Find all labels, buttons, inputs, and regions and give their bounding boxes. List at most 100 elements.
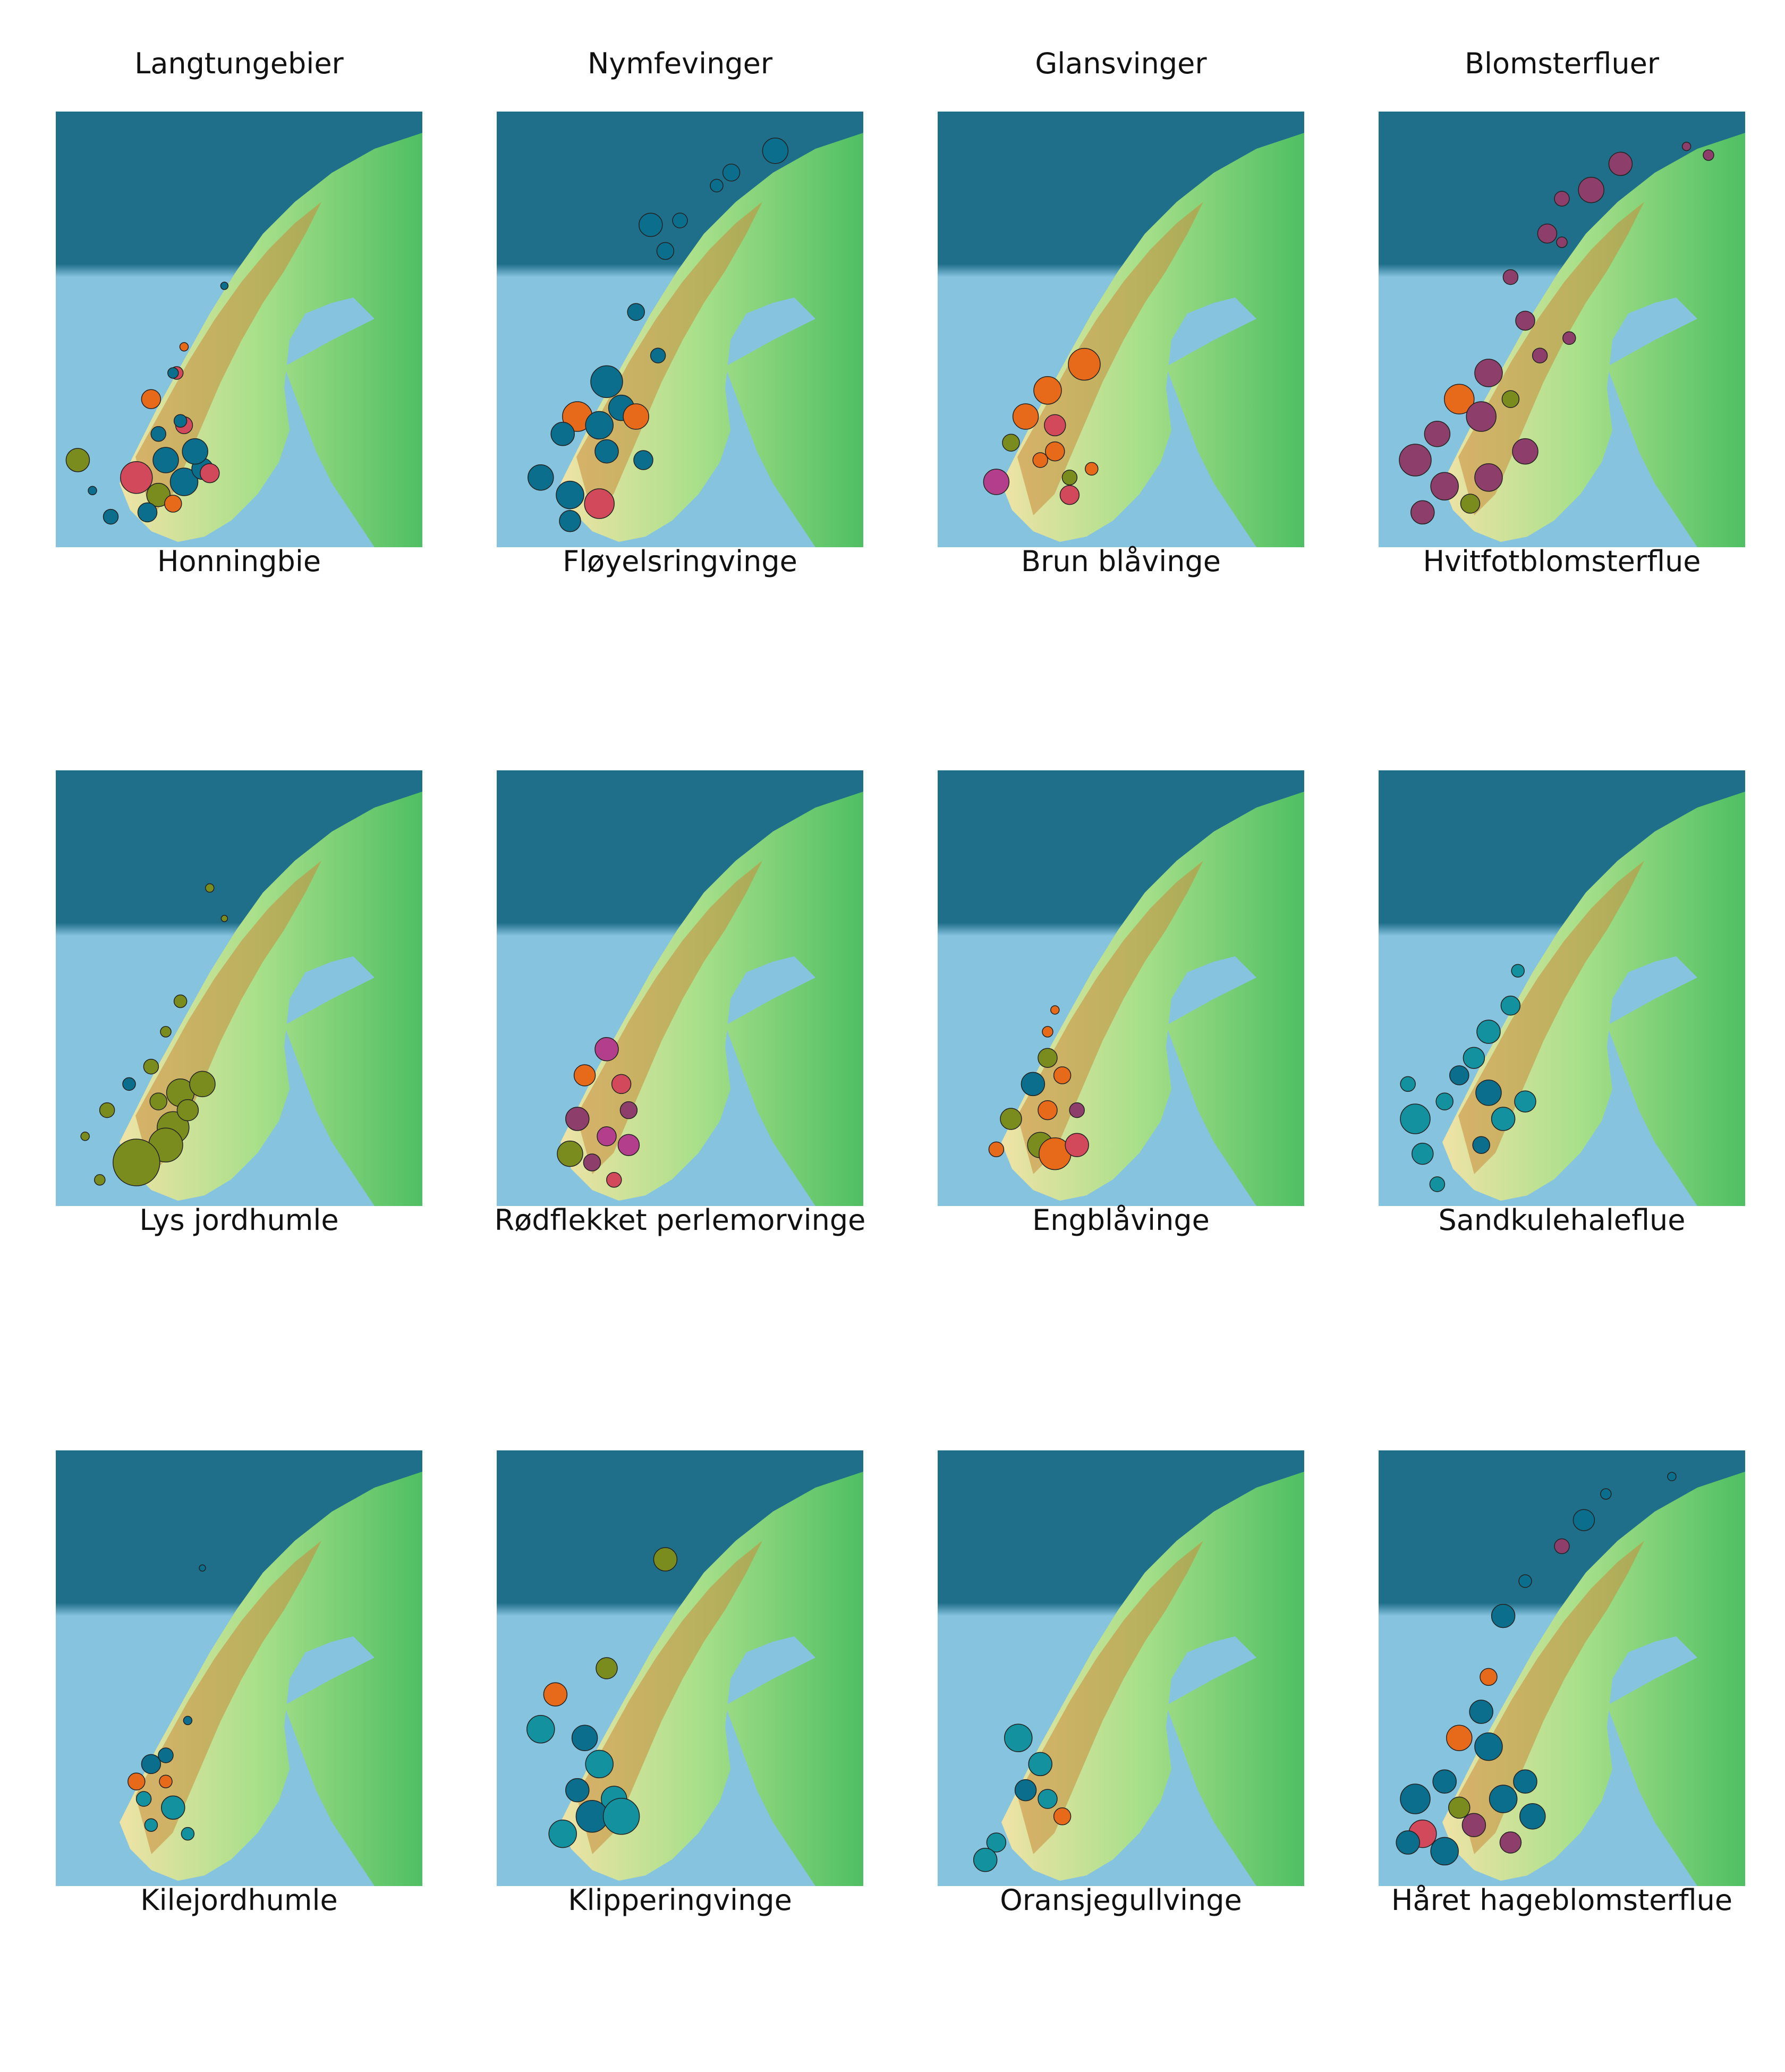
observation-marker — [88, 486, 97, 496]
observation-marker — [1424, 421, 1451, 447]
map-panel-3 — [1379, 112, 1745, 547]
column-title-2: Glansvinger — [1035, 47, 1207, 80]
map-panel-5 — [497, 770, 863, 1206]
species-label-4: Lys jordhumle — [139, 1203, 339, 1237]
observation-marker — [1432, 1769, 1457, 1794]
observation-marker — [158, 1747, 174, 1763]
observation-marker — [1069, 1102, 1085, 1118]
observation-marker — [152, 447, 179, 473]
observation-marker — [173, 414, 188, 428]
observation-marker — [1460, 494, 1481, 514]
observation-marker — [169, 468, 199, 496]
map-panel-11 — [1379, 1450, 1745, 1886]
observation-marker — [1600, 1488, 1612, 1500]
observation-marker — [103, 508, 119, 525]
observation-marker — [1000, 1108, 1022, 1130]
observation-marker — [584, 488, 615, 519]
observation-marker — [164, 495, 182, 513]
observation-marker — [1429, 1176, 1446, 1192]
observation-marker — [1608, 151, 1633, 176]
map-panel-9 — [497, 1450, 863, 1886]
observation-marker — [619, 1101, 638, 1119]
observation-marker — [80, 1132, 90, 1141]
observation-marker — [159, 1774, 173, 1788]
observation-marker — [1512, 438, 1538, 465]
map-panel-10 — [938, 1450, 1304, 1886]
observation-marker — [594, 1037, 619, 1062]
observation-marker — [1502, 269, 1519, 285]
land-area — [560, 1472, 863, 1886]
observation-marker — [1065, 1133, 1089, 1157]
observation-marker — [173, 994, 188, 1008]
observation-marker — [585, 1750, 614, 1779]
observation-marker — [1472, 1136, 1490, 1154]
mountain-area — [1017, 1541, 1203, 1854]
observation-marker — [1448, 1796, 1470, 1819]
observation-marker — [143, 1058, 159, 1075]
mountain-area — [135, 1541, 321, 1854]
observation-marker — [596, 1657, 618, 1679]
observation-marker — [1002, 434, 1020, 452]
observation-marker — [113, 1139, 160, 1186]
observation-marker — [1045, 441, 1065, 462]
observation-marker — [141, 1754, 162, 1774]
map-panel-2 — [938, 112, 1304, 547]
species-label-9: Klipperingvinge — [568, 1883, 792, 1917]
species-label-3: Hvitfotblomsterflue — [1423, 545, 1701, 578]
mountain-area — [576, 861, 762, 1174]
observation-marker — [1501, 390, 1520, 408]
species-label-7: Sandkulehaleflue — [1438, 1203, 1686, 1237]
observation-marker — [1400, 1076, 1416, 1092]
observation-marker — [633, 450, 653, 470]
observation-marker — [1444, 384, 1475, 414]
mountain-area — [1017, 202, 1203, 515]
observation-marker — [1399, 444, 1432, 477]
observation-marker — [710, 179, 724, 193]
observation-marker — [183, 1716, 193, 1726]
map-8 — [56, 1450, 422, 1886]
observation-marker — [1038, 1100, 1058, 1120]
observation-marker — [1578, 176, 1604, 203]
observation-marker — [1480, 1668, 1498, 1686]
observation-marker — [623, 403, 649, 430]
mountain-area — [576, 202, 762, 515]
observation-marker — [1532, 347, 1548, 363]
map-panel-7 — [1379, 770, 1745, 1206]
observation-marker — [1449, 1065, 1469, 1085]
observation-marker — [1446, 1725, 1473, 1751]
observation-marker — [1068, 347, 1101, 381]
observation-marker — [602, 1798, 640, 1835]
observation-marker — [606, 1172, 622, 1188]
species-label-5: Rødflekket perlemorvinge — [494, 1203, 866, 1237]
observation-marker — [1033, 376, 1062, 405]
observation-marker — [571, 1725, 598, 1751]
observation-marker — [1430, 1837, 1459, 1866]
observation-marker — [1554, 1538, 1570, 1555]
species-label-1: Fløyelsringvinge — [563, 545, 797, 578]
observation-marker — [1038, 1789, 1058, 1809]
observation-marker — [1474, 359, 1503, 387]
column-title-1: Nymfevinger — [587, 47, 773, 80]
observation-marker — [1014, 1779, 1037, 1802]
mountain-area — [1458, 861, 1644, 1174]
observation-marker — [1061, 470, 1078, 486]
observation-marker — [543, 1682, 568, 1706]
observation-marker — [1435, 1092, 1454, 1110]
observation-marker — [627, 303, 645, 321]
map-4 — [56, 770, 422, 1206]
observation-marker — [639, 213, 663, 237]
observation-marker — [1032, 452, 1048, 468]
observation-marker — [1554, 191, 1570, 207]
observation-marker — [565, 1107, 590, 1131]
observation-marker — [179, 342, 189, 352]
observation-marker — [122, 1077, 136, 1091]
observation-marker — [528, 464, 554, 491]
map-11 — [1379, 1450, 1745, 1886]
map-6 — [938, 770, 1304, 1206]
map-panel-1 — [497, 112, 863, 547]
observation-marker — [1400, 1103, 1431, 1134]
observation-marker — [181, 1827, 195, 1841]
land-area — [560, 792, 863, 1206]
observation-marker — [973, 1848, 998, 1872]
observation-marker — [988, 1141, 1005, 1158]
